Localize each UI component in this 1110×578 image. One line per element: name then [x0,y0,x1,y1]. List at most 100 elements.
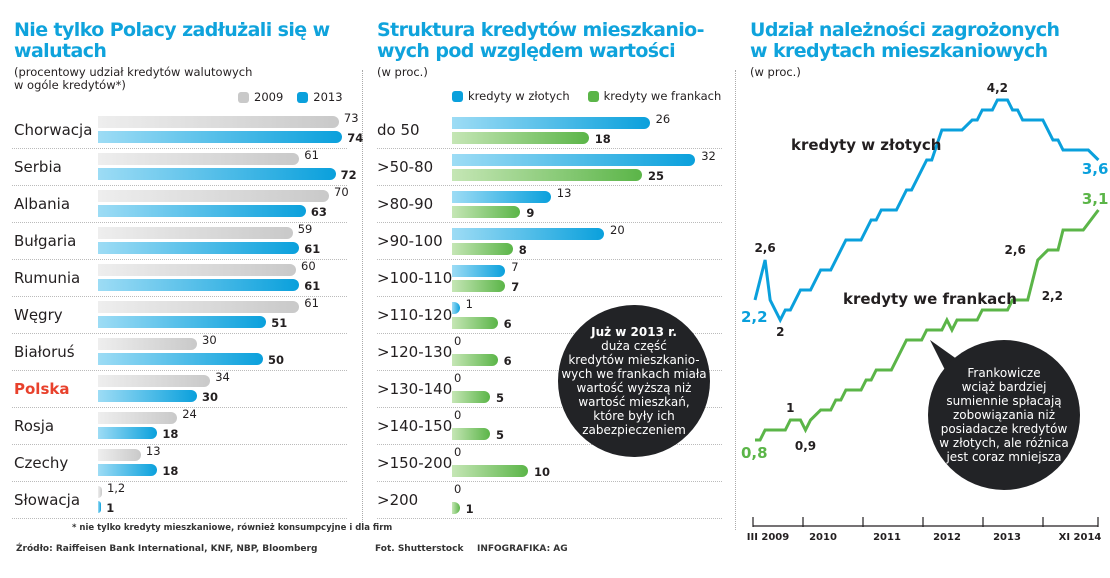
bar-kredyty w złotych [452,154,696,166]
data-label: 2,6 [1005,243,1026,257]
category-label: Rosja [14,417,55,435]
annotation-line: sumiennie spłacają [946,394,1062,408]
value-label: 63 [310,205,327,219]
bar-kredyty w złotych [452,191,551,203]
row-divider [12,296,347,297]
legend-swatch [587,90,599,102]
annotation-line: jest coraz mniejsza [946,450,1062,464]
category-label: Rumunia [14,269,81,287]
annotation-text: duża część kredytów mieszkanio-wych we fr… [561,339,706,437]
bar-kredyty w złotych [452,302,460,314]
value-label: 1,2 [106,481,126,495]
value-label: 13 [145,444,161,458]
row-divider [377,148,722,149]
data-label: 0,8 [741,444,768,462]
annotation-line: które były ich [593,409,675,423]
category-label: >150-200 [377,454,453,472]
value-label: 24 [182,407,197,421]
chart2-title: Struktura kredytów mieszkanio- wych pod … [377,20,727,62]
bar-2013 [98,390,197,402]
x-tick-label: 2013 [993,532,1021,543]
value-label: 8 [518,243,527,257]
bar-2009 [98,375,211,387]
bar-kredyty we frankach [452,132,589,144]
bar-kredyty we frankach [452,391,490,403]
row-divider [377,518,722,519]
value-label: 30 [202,333,217,347]
value-label: 6 [503,317,512,331]
bar-2009 [98,486,102,498]
value-label: 59 [297,222,313,236]
chart1-footnote: * nie tylko kredyty mieszkaniowe, równie… [72,523,393,533]
bar-2013 [98,131,343,143]
bar-kredyty we frankach [452,280,506,292]
legend-swatch [452,90,463,102]
value-label: 6 [503,354,512,368]
value-label: 72 [340,168,357,182]
annotation-line: w złotych, ale różnica [939,436,1069,450]
row-divider [377,222,722,223]
value-label: 9 [526,206,535,220]
chart3-subtitle: (w proc.) [750,65,801,79]
bar-2009 [98,264,296,276]
value-label: 26 [655,112,671,126]
chart2-legend: kredyty w złotych kredyty we frankach [452,89,721,103]
row-divider [12,259,347,260]
legend-item-pln: kredyty w złotych [452,89,570,103]
bar-kredyty w złotych [452,117,650,129]
value-label: 5 [496,391,505,405]
row-divider [377,296,722,297]
annotation-line: posiadacze kredytów [940,422,1068,436]
value-label: 7 [511,280,520,294]
category-label: Polska [14,380,70,398]
value-label: 1 [465,297,473,311]
annotation-line: zobowiązania niż [952,408,1056,422]
annotation-text: Frankowicze wciąż bardziej sumiennie spłac… [939,366,1068,464]
data-label: 3,1 [1082,190,1109,208]
column-divider [735,70,736,530]
value-label: 70 [334,185,349,199]
category-label: >200 [377,491,419,509]
bar-2009 [98,190,329,202]
category-label: >100-110 [377,269,453,287]
category-label: >140-150 [377,417,453,435]
value-label: 1 [106,501,115,515]
value-label: 10 [534,465,551,479]
bar-kredyty we frankach [452,502,460,514]
chart1-title: Nie tylko Polacy zadłużali się w walutac… [14,19,330,62]
title-line: Udział należności zagrożonych [750,19,1060,41]
chart1-subtitle: (procentowy udział kredytów walutowych w… [14,65,253,92]
bar-2009 [98,449,141,461]
annotation-line: kredytów mieszkanio- [568,353,700,367]
legend-label: 2009 [254,90,284,104]
bar-kredyty we frankach [452,169,642,181]
title-line: w kredytach mieszkaniowych [750,40,1048,62]
bar-kredyty we frankach [452,465,528,477]
column-divider [362,70,363,530]
legend-item-2013: 2013 [297,90,343,104]
row-divider [12,444,347,445]
value-label: 61 [304,242,321,256]
value-label: 61 [304,279,321,293]
annotation-line: wciąż bardziej [961,380,1047,394]
x-tick-label: 2010 [809,532,837,543]
data-label: 4,2 [987,81,1008,95]
chart1-legend: 2009 2013 [238,90,343,104]
row-divider [12,407,347,408]
legend-item-chf: kredyty we frankach [587,89,721,103]
row-divider [377,259,722,260]
x-tick-label: 2011 [873,532,901,543]
category-label: >80-90 [377,195,434,213]
value-label: 51 [271,316,288,330]
bar-2013 [98,353,263,365]
annotation-line: duża część [601,339,667,353]
value-label: 73 [343,111,359,125]
row-divider [12,148,347,149]
data-label: 3,6 [1082,160,1109,178]
category-label: Bułgaria [14,232,77,250]
chart3-title: Udział należności zagrożonych w kredytac… [750,20,1100,62]
value-label: 5 [496,428,505,442]
row-divider [12,481,347,482]
infographic-credit: INFOGRAFIKA: AG [477,544,568,554]
value-label: 30 [202,390,219,404]
